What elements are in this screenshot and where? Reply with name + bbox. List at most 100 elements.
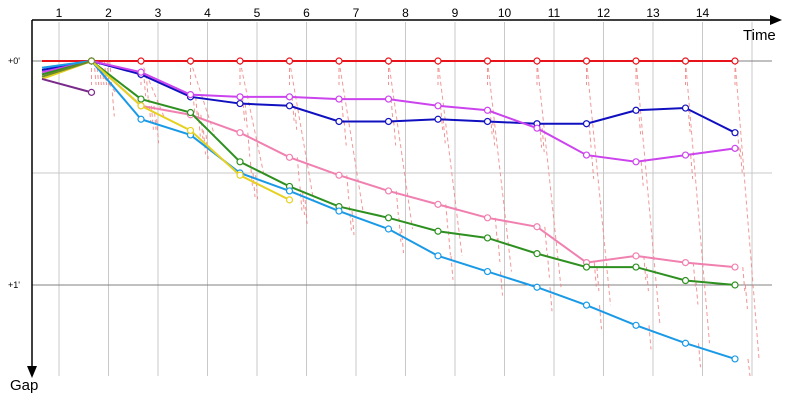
- data-point: [335, 207, 343, 215]
- y-axis-arrow-icon: [27, 366, 37, 378]
- connector-line: [343, 121, 347, 146]
- data-point: [236, 158, 244, 166]
- series-1: [42, 57, 739, 65]
- y-tick-label: +1': [8, 280, 20, 290]
- connector-line: [742, 267, 746, 292]
- data-point: [632, 158, 640, 166]
- connector-line: [648, 325, 652, 350]
- series-8: [41, 57, 96, 78]
- data-point: [335, 117, 343, 126]
- connector-line: [586, 60, 611, 306]
- x-tick-label: 5: [254, 6, 261, 20]
- series-5: [41, 57, 739, 289]
- data-point: [236, 129, 244, 137]
- data-point: [137, 95, 145, 103]
- series-6: [41, 57, 739, 363]
- data-point: [186, 90, 195, 99]
- connector-line: [244, 103, 248, 128]
- data-point: [731, 144, 739, 152]
- data-point: [632, 321, 640, 329]
- connector-line: [640, 161, 644, 186]
- data-point: [533, 283, 541, 291]
- series-3: [41, 57, 739, 166]
- data-point: [285, 57, 294, 65]
- connector-line: [294, 105, 298, 130]
- data-point: [483, 106, 492, 114]
- data-point: [335, 95, 343, 103]
- x-tick-label: 9: [452, 6, 459, 20]
- data-point: [137, 68, 145, 76]
- data-point: [632, 57, 640, 65]
- data-point: [186, 108, 195, 117]
- connector-line: [252, 172, 256, 198]
- data-point: [582, 57, 591, 65]
- connector-line: [487, 60, 512, 272]
- x-tick-label: 1: [56, 6, 63, 20]
- data-point: [384, 214, 393, 222]
- data-point: [384, 95, 393, 103]
- data-point: [434, 115, 442, 123]
- data-point: [731, 263, 739, 271]
- connector-line: [643, 255, 647, 280]
- x-tick-label: 3: [155, 6, 162, 20]
- connector-line: [744, 284, 748, 310]
- data-point: [434, 102, 442, 110]
- data-point: [236, 93, 244, 101]
- axes: Time Gap: [10, 15, 782, 394]
- y-tick-label: +0': [8, 56, 20, 66]
- connector-line: [588, 123, 592, 148]
- data-point: [285, 153, 294, 161]
- data-point: [137, 102, 145, 110]
- series-9: [41, 77, 96, 96]
- data-point: [632, 263, 640, 271]
- data-point: [335, 171, 343, 179]
- connector-line: [150, 105, 154, 130]
- series-line: [41, 59, 736, 269]
- series-line: [41, 59, 290, 201]
- data-point: [582, 301, 591, 309]
- data-point: [186, 126, 195, 135]
- connector-line: [596, 267, 600, 292]
- data-point: [681, 57, 690, 65]
- connector-line: [437, 60, 463, 256]
- data-point: [533, 124, 541, 132]
- connector-line: [338, 60, 364, 212]
- x-axis-arrow-icon: [770, 15, 782, 25]
- connector-line: [544, 226, 548, 251]
- connector-line: [291, 96, 295, 121]
- x-tick-label: 13: [646, 6, 660, 20]
- connector-line: [401, 228, 404, 254]
- x-tick-label: 10: [498, 6, 512, 20]
- data-point: [87, 88, 96, 96]
- data-point: [137, 115, 145, 123]
- data-point: [384, 117, 393, 126]
- data-point: [582, 120, 591, 128]
- connector-line: [197, 112, 201, 137]
- connector-line: [549, 287, 553, 312]
- data-point: [434, 200, 442, 208]
- x-tick-label: 11: [548, 6, 561, 20]
- connector-line: [747, 358, 751, 377]
- data-point: [731, 281, 739, 289]
- connector-line: [494, 217, 498, 242]
- connector-line: [638, 110, 642, 135]
- x-tick-label: 6: [303, 6, 310, 20]
- x-tick-label: 14: [696, 6, 710, 20]
- connector-line: [239, 60, 265, 176]
- connector-line: [635, 60, 661, 326]
- connector-line: [289, 60, 314, 200]
- series-lines: [41, 57, 739, 363]
- data-point: [632, 252, 640, 260]
- data-point: [632, 106, 640, 114]
- connector-line: [302, 190, 305, 215]
- connector-line: [242, 96, 246, 121]
- x-axis-title: Time: [743, 27, 776, 44]
- connector-line: [442, 119, 446, 144]
- connector-line: [388, 60, 413, 230]
- data-point: [681, 259, 690, 267]
- connector-line: [685, 60, 710, 344]
- x-tick-label: 8: [402, 6, 409, 20]
- x-tick-label: 2: [105, 6, 112, 20]
- connector-line: [737, 132, 741, 157]
- connector-line: [734, 60, 760, 359]
